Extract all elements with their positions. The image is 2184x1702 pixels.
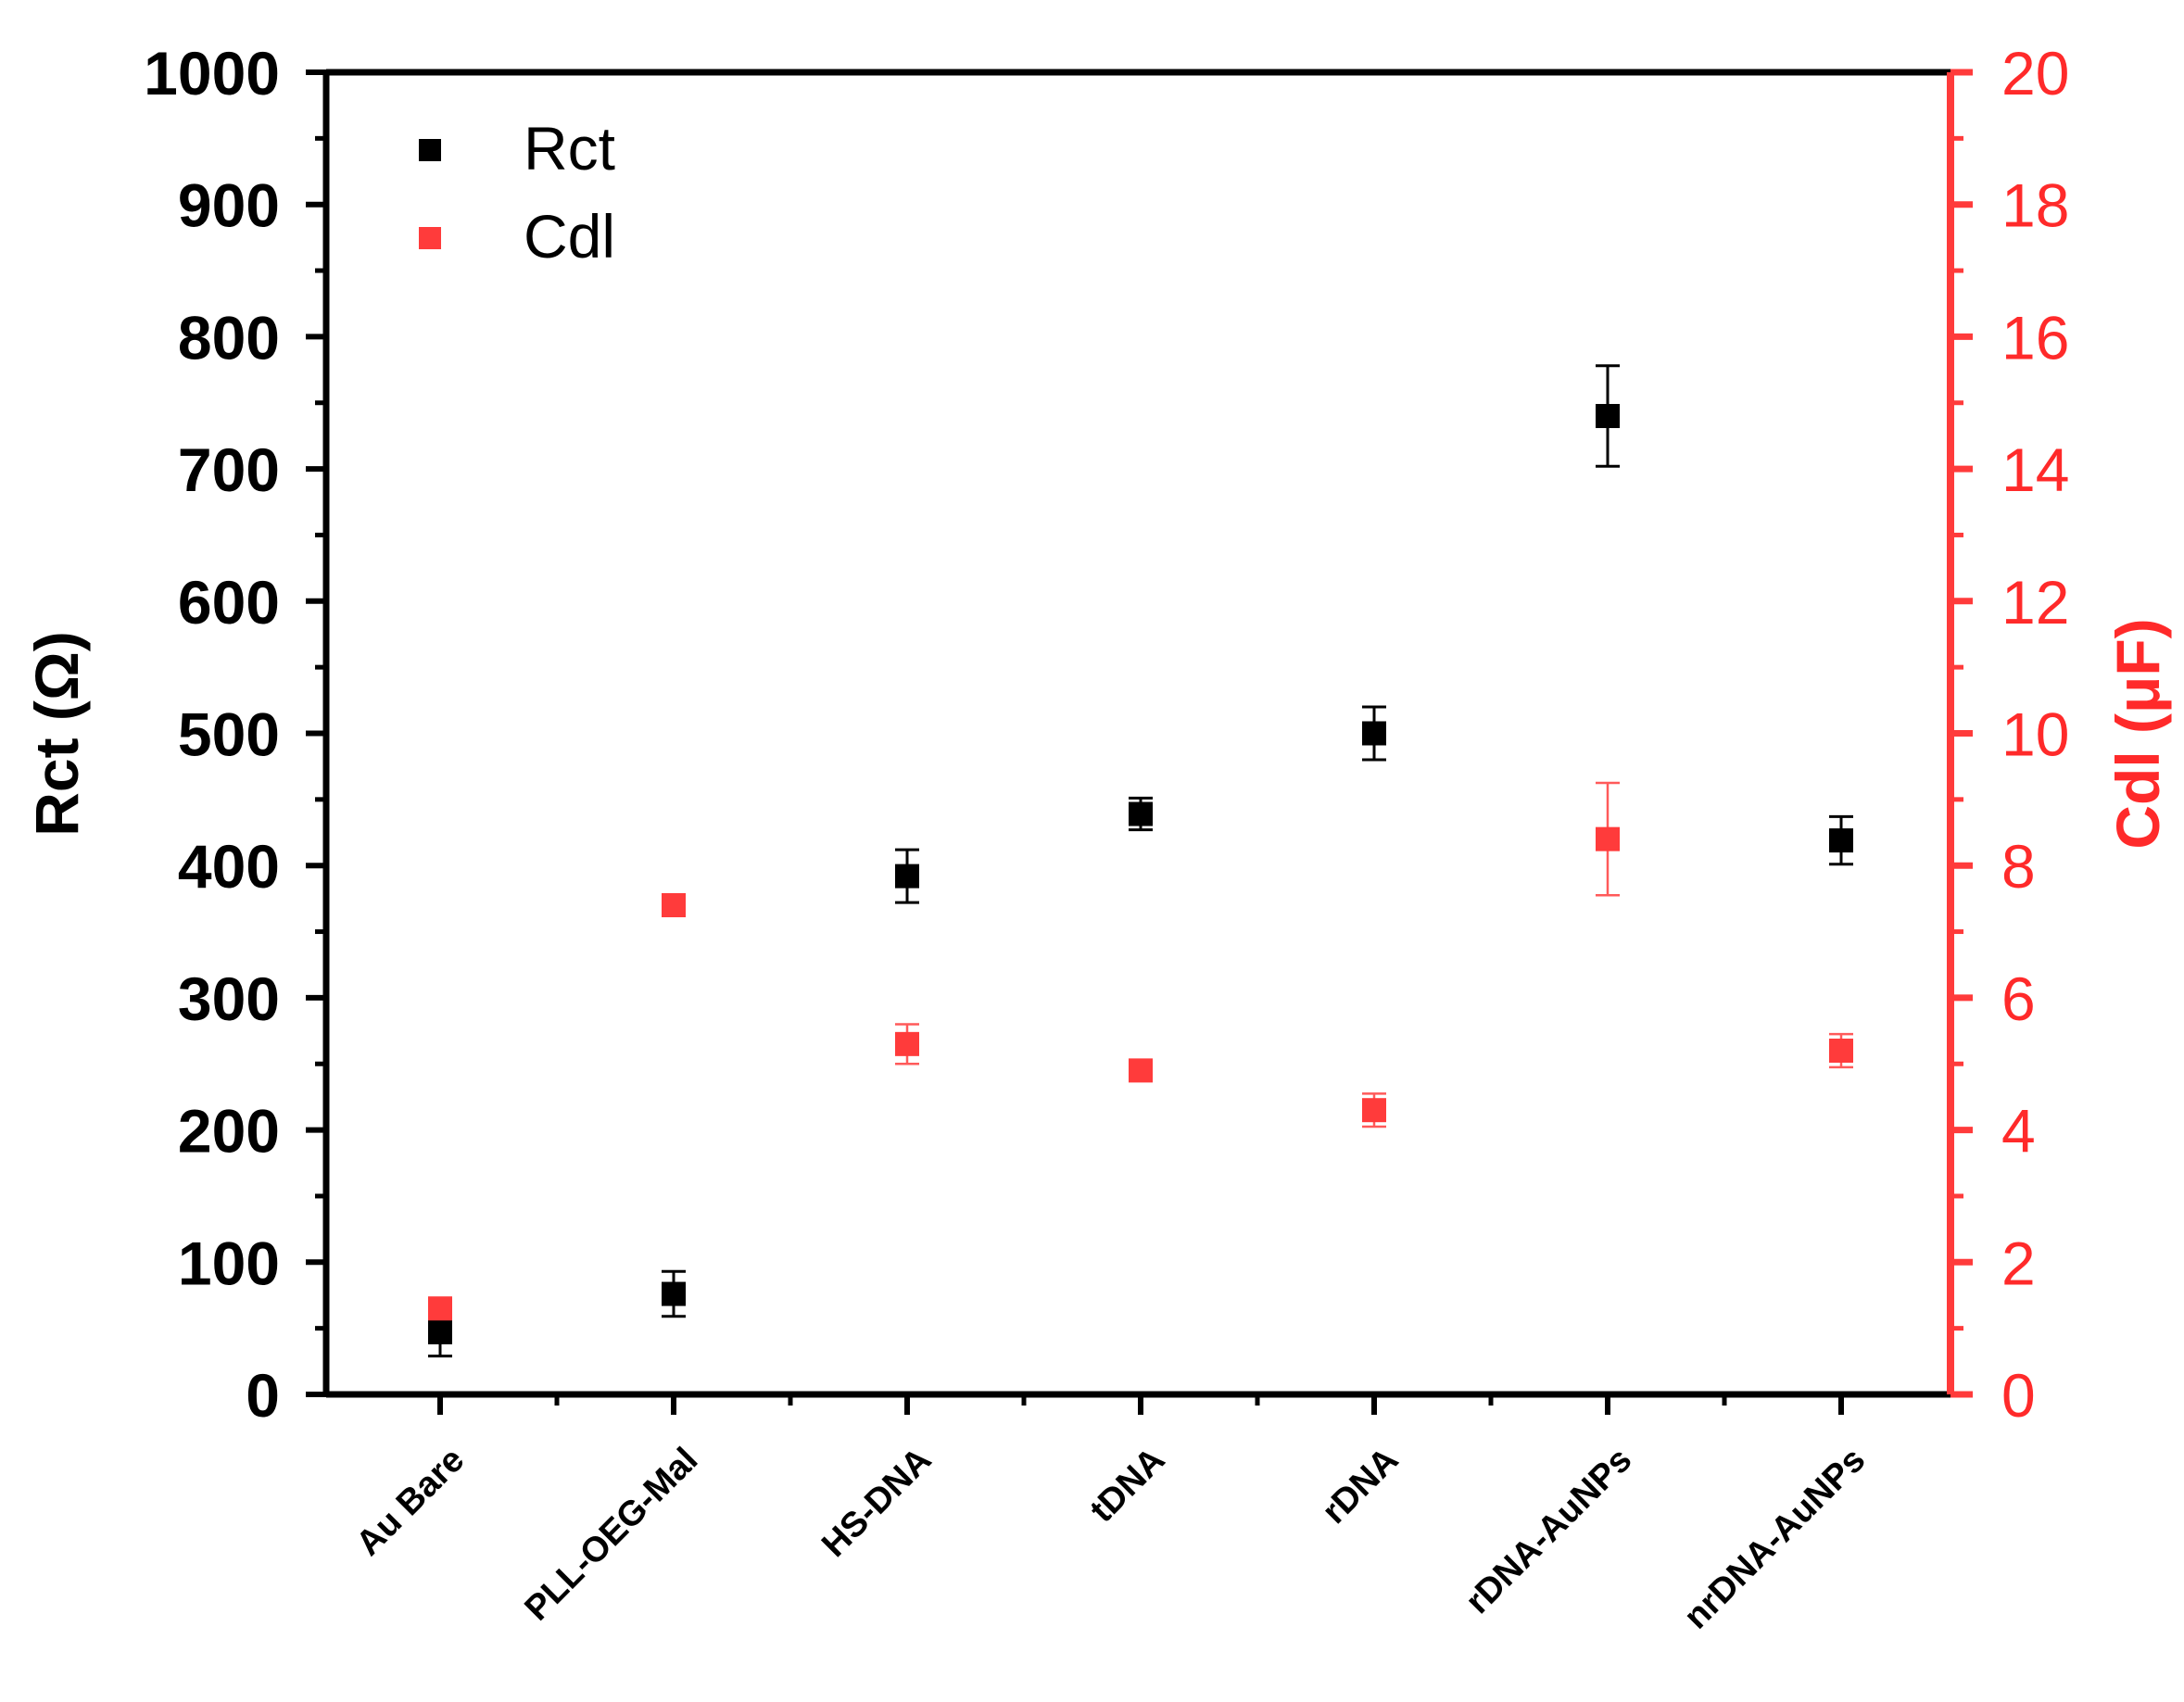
right-y-axis-title: Cdl (μF) bbox=[2103, 618, 2172, 849]
data-point-rct bbox=[1362, 721, 1386, 746]
data-point-rct bbox=[1829, 828, 1853, 853]
series-rct bbox=[428, 364, 1853, 1358]
left-tick-label: 800 bbox=[178, 303, 280, 372]
left-tick-label: 1000 bbox=[144, 39, 280, 107]
right-tick-label: 18 bbox=[2001, 171, 2069, 240]
left-tick-label: 700 bbox=[178, 435, 280, 504]
x-category-label: Au Bare bbox=[349, 1441, 473, 1564]
x-category-label: rDNA bbox=[1315, 1441, 1406, 1532]
right-tick-label: 12 bbox=[2001, 568, 2069, 637]
right-tick-label: 20 bbox=[2001, 39, 2069, 107]
data-point-cdl bbox=[1129, 1058, 1153, 1083]
plot-frame bbox=[322, 69, 1954, 1398]
left-tick-label: 400 bbox=[178, 832, 280, 901]
series-layer bbox=[428, 364, 1853, 1358]
data-point-cdl bbox=[662, 893, 686, 918]
x-category-label: nrDNA-AuNPs bbox=[1677, 1441, 1874, 1637]
data-point-rct bbox=[1129, 801, 1153, 826]
right-y-axis-ticks: 0 2 4 6 8 10 12 14 16 18 20 bbox=[1950, 39, 2069, 1430]
data-point-cdl bbox=[1362, 1098, 1386, 1123]
data-point-cdl bbox=[428, 1296, 452, 1321]
data-point-rct bbox=[1596, 404, 1620, 429]
left-y-axis-ticks: 0 100 200 300 400 500 600 700 800 900 1000 bbox=[144, 39, 326, 1430]
x-axis-ticks: Au Bare PLL-OEG-Mal HS-DNA tDNA rDNA rDNA-AuN… bbox=[349, 1394, 1874, 1637]
legend-item-cdl: Cdl bbox=[419, 202, 615, 271]
legend-rct-marker bbox=[419, 139, 441, 161]
data-point-cdl bbox=[1829, 1038, 1853, 1063]
x-category-label: rDNA-AuNPs bbox=[1458, 1441, 1639, 1621]
right-tick-label: 8 bbox=[2001, 832, 2036, 901]
data-point-cdl bbox=[895, 1031, 919, 1056]
left-tick-label: 300 bbox=[178, 964, 280, 1033]
legend-cdl-marker bbox=[419, 227, 441, 249]
data-point-rct bbox=[895, 864, 919, 889]
data-point-rct bbox=[428, 1319, 452, 1344]
legend: Rct Cdl bbox=[419, 114, 615, 271]
right-tick-label: 10 bbox=[2001, 700, 2069, 769]
data-point-rct bbox=[662, 1281, 686, 1306]
left-tick-label: 100 bbox=[178, 1229, 280, 1297]
legend-item-rct: Rct bbox=[419, 114, 615, 183]
left-tick-label: 0 bbox=[246, 1361, 280, 1430]
series-cdl bbox=[428, 781, 1853, 1321]
legend-rct-label: Rct bbox=[524, 114, 615, 183]
right-tick-label: 14 bbox=[2001, 435, 2069, 504]
x-category-label: HS-DNA bbox=[814, 1441, 939, 1565]
right-tick-label: 0 bbox=[2001, 1361, 2036, 1430]
x-category-label: tDNA bbox=[1083, 1441, 1173, 1531]
left-y-axis-title: Rct (Ω) bbox=[22, 631, 91, 837]
right-tick-label: 16 bbox=[2001, 303, 2069, 372]
left-tick-label: 900 bbox=[178, 171, 280, 240]
data-point-cdl bbox=[1596, 826, 1620, 851]
x-category-label: PLL-OEG-Mal bbox=[518, 1441, 706, 1629]
legend-cdl-label: Cdl bbox=[524, 202, 615, 271]
right-tick-label: 6 bbox=[2001, 964, 2036, 1033]
left-tick-label: 500 bbox=[178, 700, 280, 769]
left-tick-label: 600 bbox=[178, 568, 280, 637]
right-tick-label: 4 bbox=[2001, 1097, 2036, 1166]
left-tick-label: 200 bbox=[178, 1097, 280, 1166]
right-tick-label: 2 bbox=[2001, 1229, 2036, 1297]
